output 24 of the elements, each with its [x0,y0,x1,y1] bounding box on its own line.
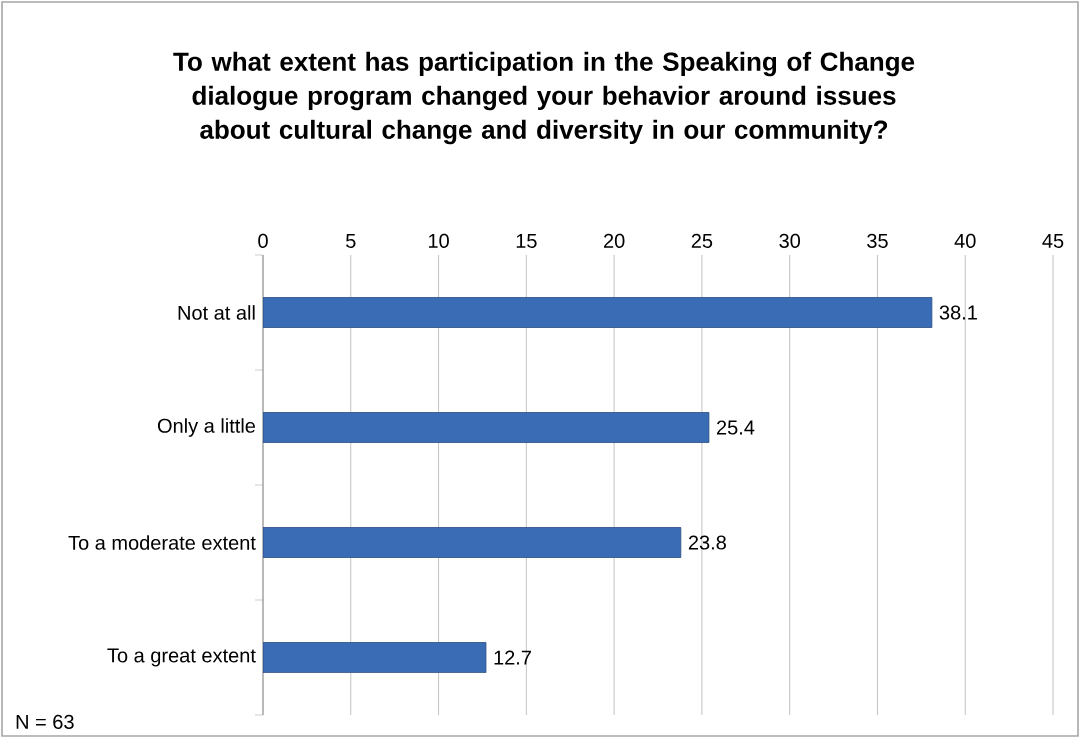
data-label: 25.4 [716,420,755,435]
x-tick-label: 25 [691,233,713,248]
text: N = 63 [16,714,74,729]
bar [263,297,933,328]
bar [263,412,710,443]
x-tick-label: 35 [867,233,888,248]
data-label: 12.7 [494,650,531,665]
x-tick-label: 45 [1042,233,1064,248]
y-tick-label: To a moderate extent [68,535,256,550]
data-label: 23.8 [688,535,726,550]
data-label: 38.1 [939,305,977,320]
x-tick-label: 15 [516,233,537,248]
y-tick-label: To a great extent [107,648,256,667]
bar [263,527,682,558]
x-tick-label: 40 [954,233,976,248]
y-tick-label: Not at all [178,305,255,320]
chart-title: To what extent has participation in the Speaking of Change dialogue program changed your behavior around issues about cultural change and diversity in our community? [173,51,915,145]
x-tick-label: 5 [346,233,356,248]
bar [263,642,487,673]
x-tick-label: 30 [779,233,801,248]
x-tick-label: 20 [604,233,625,248]
x-tick-label: 0 [258,233,268,248]
x-tick-label: 10 [428,233,449,248]
y-tick-label: Only a little [157,418,256,437]
